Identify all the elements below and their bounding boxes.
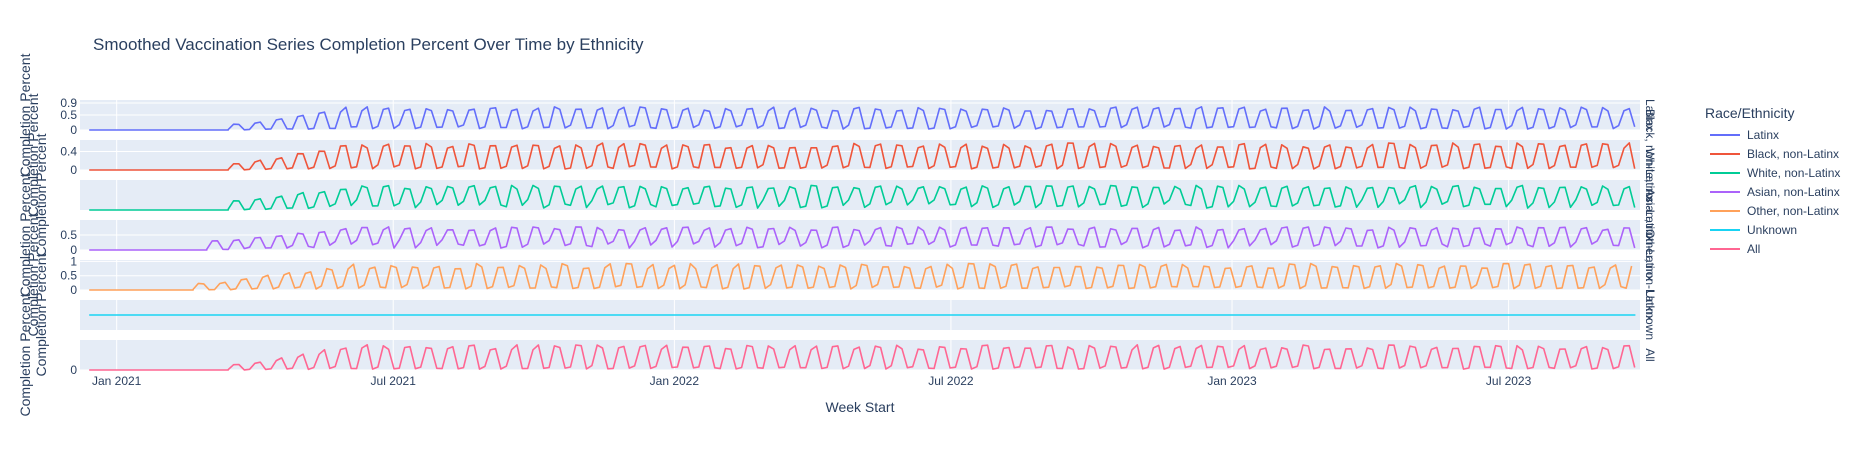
facet-label: White, non-Latinx: [1643, 148, 1657, 241]
facet-1: 0 0.4 Black, non-Latinx Completion Percent: [25, 93, 1657, 216]
series-line: [89, 142, 1636, 171]
facet-2: White, non-Latinx Completion Percent: [33, 133, 1657, 256]
y-tick-label: 0.9: [60, 96, 77, 110]
y-tick-label: 0.5: [60, 108, 77, 122]
y-axis-title: Completion Percent: [33, 133, 49, 256]
x-tick-label: Jan 2023: [1207, 374, 1257, 388]
legend-item: Other, non-Latinx: [1747, 204, 1839, 218]
x-tick-label: Jul 2022: [928, 374, 974, 388]
facet-background: [80, 260, 1640, 290]
series-line: [89, 184, 1636, 211]
x-axis-title: Week Start: [826, 399, 895, 415]
y-tick-label: 0: [70, 123, 77, 137]
x-axis-ticks: Jan 2021 Jul 2021 Jan 2022 Jul 2022 Jan 2023…: [92, 374, 1532, 388]
facet-5: Unknown Completion Percent: [33, 253, 1657, 376]
facet-6: 0 All Completion Percent: [17, 293, 1657, 416]
y-tick-label: 0: [70, 243, 77, 257]
x-tick-label: Jul 2021: [371, 374, 417, 388]
y-tick-label: 0.5: [60, 269, 77, 283]
legend-item: Latinx: [1747, 128, 1779, 142]
facet-label: Asian, non-Latinx: [1643, 189, 1657, 282]
y-tick-label: 1: [70, 254, 77, 268]
facet-label: Unknown: [1643, 290, 1657, 340]
facet-background: [80, 340, 1640, 370]
legend-item: Unknown: [1747, 223, 1797, 237]
facet-label: All: [1643, 348, 1657, 361]
legend: Race/Ethnicity Latinx Black, non-Latinx Wh…: [1705, 105, 1840, 256]
x-tick-label: Jul 2023: [1486, 374, 1532, 388]
facet-label: Other, non-Latinx: [1643, 229, 1657, 321]
legend-item: Black, non-Latinx: [1747, 147, 1839, 161]
facet-label: Latinx: [1643, 99, 1657, 131]
series-line: [89, 106, 1636, 131]
legend-item: All: [1747, 242, 1760, 256]
facet-background: [80, 140, 1640, 170]
y-axis-title: Completion Percent: [17, 293, 33, 416]
y-tick-label: 0: [70, 283, 77, 297]
y-axis-title: Completion Percent: [17, 173, 33, 296]
legend-title: Race/Ethnicity: [1705, 105, 1794, 121]
x-tick-label: Jan 2021: [92, 374, 142, 388]
y-tick-label: 0: [70, 363, 77, 377]
y-axis-title: Completion Percent: [17, 53, 33, 176]
legend-item: Asian, non-Latinx: [1747, 185, 1840, 199]
series-line: [89, 226, 1636, 251]
x-tick-label: Jan 2022: [650, 374, 700, 388]
series-line: [89, 344, 1636, 371]
series-line: [89, 262, 1633, 291]
y-tick-label: 0.5: [60, 228, 77, 242]
y-tick-label: 0: [70, 163, 77, 177]
chart-title: Smoothed Vaccination Series Completion P…: [93, 35, 644, 54]
y-tick-label: 0.4: [60, 145, 77, 159]
y-axis-title: Completion Percent: [33, 253, 49, 376]
y-axis-title: Completion Percent: [25, 213, 41, 336]
legend-item: White, non-Latinx: [1747, 166, 1840, 180]
facet-label: Black, non-Latinx: [1643, 109, 1657, 201]
y-axis-title: Completion Percent: [25, 93, 41, 216]
